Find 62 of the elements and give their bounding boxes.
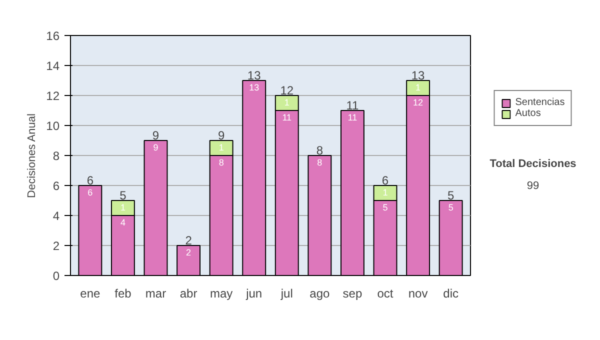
bar (308, 155, 332, 276)
y-axis-title: Decisiones Anual (26, 114, 38, 198)
y-tick-label: 0 (52, 269, 60, 283)
data-label: 12 (413, 98, 424, 108)
x-tick-label: jun (245, 286, 262, 300)
x-tick-label: dic (443, 286, 458, 300)
data-label: 1 (382, 188, 388, 198)
y-tick-label: 14 (46, 59, 60, 73)
y-tick-label: 16 (46, 29, 60, 43)
total-label: 8 (316, 144, 324, 158)
x-tick-label: ene (80, 286, 101, 300)
total-label: 9 (218, 128, 225, 142)
legend-label: Autos (515, 108, 541, 119)
total-label: 5 (120, 188, 127, 202)
data-label: 11 (282, 112, 292, 122)
legend-label: Sentencias (515, 97, 565, 108)
total-label: 5 (447, 188, 454, 202)
x-tick-label: feb (114, 286, 132, 300)
data-label: 1 (120, 202, 126, 212)
data-label: 1 (218, 142, 224, 152)
y-tick-label: 8 (52, 149, 60, 163)
total-label: 13 (411, 68, 426, 82)
total-label: 13 (247, 68, 262, 82)
x-tick-label: sep (342, 286, 362, 300)
x-tick-label: ago (310, 286, 330, 300)
x-tick-label: may (210, 286, 233, 300)
x-tick-label: jul (280, 286, 293, 300)
x-tick-label: mar (145, 286, 166, 300)
y-tick-label: 2 (52, 239, 60, 253)
data-label: 5 (382, 202, 388, 212)
total-label: 12 (280, 84, 294, 98)
text: Total Decisiones (490, 158, 576, 170)
x-tick-label: nov (408, 286, 428, 300)
bar (144, 140, 168, 276)
x-tick-label: abr (180, 286, 198, 300)
data-label: 5 (448, 202, 454, 212)
data-label: 8 (317, 158, 322, 168)
total-label: 9 (152, 128, 160, 142)
data-label: 8 (218, 158, 224, 168)
data-label: 6 (88, 188, 93, 198)
data-label: 1 (284, 98, 290, 108)
total-label: 6 (86, 174, 94, 188)
total-label: 2 (185, 234, 192, 248)
y-tick-label: 10 (46, 119, 60, 133)
bar (78, 185, 102, 276)
y-tick-label: 12 (46, 89, 60, 103)
data-label: 9 (153, 142, 158, 152)
data-label: 13 (249, 82, 260, 92)
bar (438, 200, 463, 276)
bar (176, 245, 201, 276)
x-tick-label: oct (377, 286, 394, 300)
total-label: 11 (346, 98, 360, 112)
bar (340, 110, 364, 276)
bar (242, 80, 266, 276)
y-tick-label: 4 (52, 209, 60, 223)
data-label: 2 (186, 248, 192, 258)
total-label: 6 (382, 174, 389, 188)
data-label: 11 (348, 112, 358, 122)
text: 99 (526, 180, 540, 192)
y-tick-label: 6 (52, 179, 60, 193)
data-label: 4 (120, 218, 126, 228)
data-label: 1 (416, 82, 421, 92)
